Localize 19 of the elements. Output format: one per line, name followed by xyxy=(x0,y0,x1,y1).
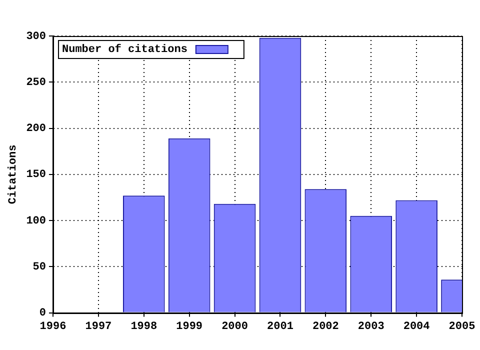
legend-label: Number of citations xyxy=(62,42,188,56)
x-tick-label: 1998 xyxy=(130,321,158,334)
y-tick-label: 200 xyxy=(26,123,46,136)
y-tick-label: 300 xyxy=(26,30,46,43)
x-tick-label: 1997 xyxy=(85,321,112,334)
x-tick-label: 2004 xyxy=(403,321,430,334)
y-tick-label: 0 xyxy=(39,308,46,320)
y-tick-label: 150 xyxy=(26,169,46,182)
y-axis-title: Citations xyxy=(7,144,20,204)
y-tick-label: 250 xyxy=(26,76,46,89)
x-tick-label: 2005 xyxy=(448,321,476,334)
x-tick-label: 1996 xyxy=(40,321,66,334)
y-tick-label: 50 xyxy=(32,261,46,274)
x-tick-label: 2002 xyxy=(312,321,339,334)
x-tick-label: 2001 xyxy=(267,321,294,334)
x-tick-label: 1999 xyxy=(176,321,203,334)
x-tick-label: 2003 xyxy=(358,321,385,334)
y-tick-label: 100 xyxy=(26,215,46,228)
x-tick-label: 2000 xyxy=(222,321,248,334)
